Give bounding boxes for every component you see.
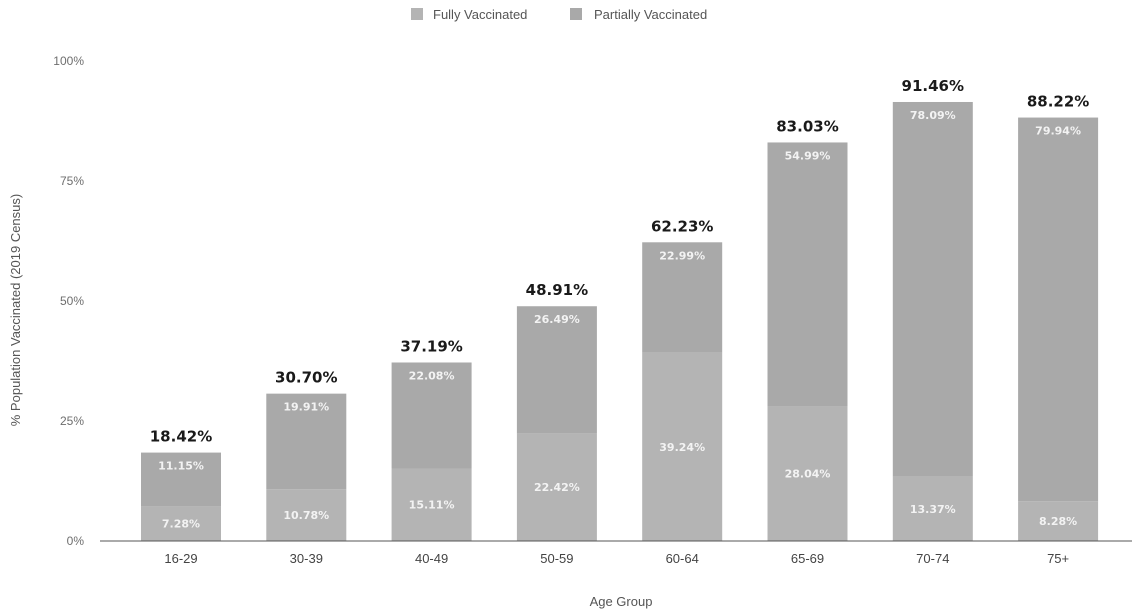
x-tick-label: 40-49	[415, 551, 448, 566]
data-label-partially: 78.09%	[910, 109, 956, 122]
data-label-fully: 15.11%	[409, 499, 455, 512]
bar-fully-vaccinated	[892, 476, 973, 541]
x-tick-label: 65-69	[791, 551, 824, 566]
x-tick-label: 60-64	[666, 551, 699, 566]
y-tick-label: 25%	[60, 414, 84, 428]
bar-partially-vaccinated	[141, 452, 221, 507]
bar-fully-vaccinated	[266, 489, 347, 541]
x-axis-title: Age Group	[590, 594, 653, 609]
data-label-fully: 39.24%	[659, 441, 705, 454]
bar-fully-vaccinated	[391, 468, 472, 541]
bar-partially-vaccinated	[892, 101, 973, 477]
bar-fully-vaccinated	[141, 506, 221, 541]
data-label-partially: 79.94%	[1035, 125, 1081, 138]
bar-partially-vaccinated	[266, 393, 347, 490]
x-tick-label: 16-29	[164, 551, 197, 566]
total-label: 30.70%	[275, 369, 337, 387]
x-axis-labels: 16-29 30-39 40-49 50-59 60-64 65-69 70-74 75+	[164, 551, 1069, 566]
y-tick-label: 50%	[60, 294, 84, 308]
total-label: 48.91%	[526, 281, 588, 299]
bar-fully-vaccinated	[1018, 501, 1099, 541]
data-label-partially: 22.99%	[659, 249, 705, 262]
data-label-fully: 22.42%	[534, 481, 580, 494]
data-label-fully: 13.37%	[910, 503, 956, 516]
y-axis-title: % Population Vaccinated (2019 Census)	[8, 194, 23, 426]
bar-partially-vaccinated	[642, 242, 723, 353]
x-tick-label: 70-74	[916, 551, 949, 566]
legend-swatch-fully	[411, 8, 423, 20]
data-label-fully: 28.04%	[785, 468, 831, 481]
total-label: 62.23%	[651, 217, 713, 235]
x-tick-label: 75+	[1047, 551, 1069, 566]
data-label-fully: 7.28%	[162, 518, 200, 531]
bar-partially-vaccinated	[767, 142, 848, 407]
data-label-partially: 11.15%	[158, 460, 204, 473]
total-label: 37.19%	[400, 337, 462, 355]
bars-group: 7.28% 11.15% 18.42% 10.78% 19.91% 30.70% 15.11…	[141, 77, 1099, 541]
bar-fully-vaccinated	[516, 433, 597, 541]
legend-label-fully: Fully Vaccinated	[433, 7, 527, 22]
x-tick-label: 50-59	[540, 551, 573, 566]
legend-swatch-partially	[570, 8, 582, 20]
bar-fully-vaccinated	[767, 406, 848, 541]
y-tick-label: 100%	[53, 54, 84, 68]
data-label-fully: 8.28%	[1039, 515, 1077, 528]
data-label-partially: 26.49%	[534, 313, 580, 326]
x-tick-label: 30-39	[290, 551, 323, 566]
y-tick-label: 0%	[67, 534, 85, 548]
total-label: 91.46%	[902, 77, 964, 95]
data-label-partially: 22.08%	[409, 369, 455, 382]
total-label: 88.22%	[1027, 93, 1089, 111]
bar-partially-vaccinated	[391, 362, 472, 469]
y-tick-label: 75%	[60, 174, 84, 188]
y-axis-ticks: 0% 25% 50% 75% 100%	[53, 54, 84, 548]
data-label-fully: 10.78%	[283, 509, 329, 522]
total-label: 18.42%	[150, 428, 212, 446]
bar-fully-vaccinated	[642, 352, 723, 541]
bar-partially-vaccinated	[516, 306, 597, 434]
chart-legend: Fully Vaccinated Partially Vaccinated	[411, 7, 707, 22]
total-label: 83.03%	[776, 117, 838, 135]
data-label-partially: 19.91%	[283, 401, 329, 414]
bar-partially-vaccinated	[1018, 117, 1099, 502]
legend-label-partially: Partially Vaccinated	[594, 7, 707, 22]
data-label-partially: 54.99%	[785, 149, 831, 162]
